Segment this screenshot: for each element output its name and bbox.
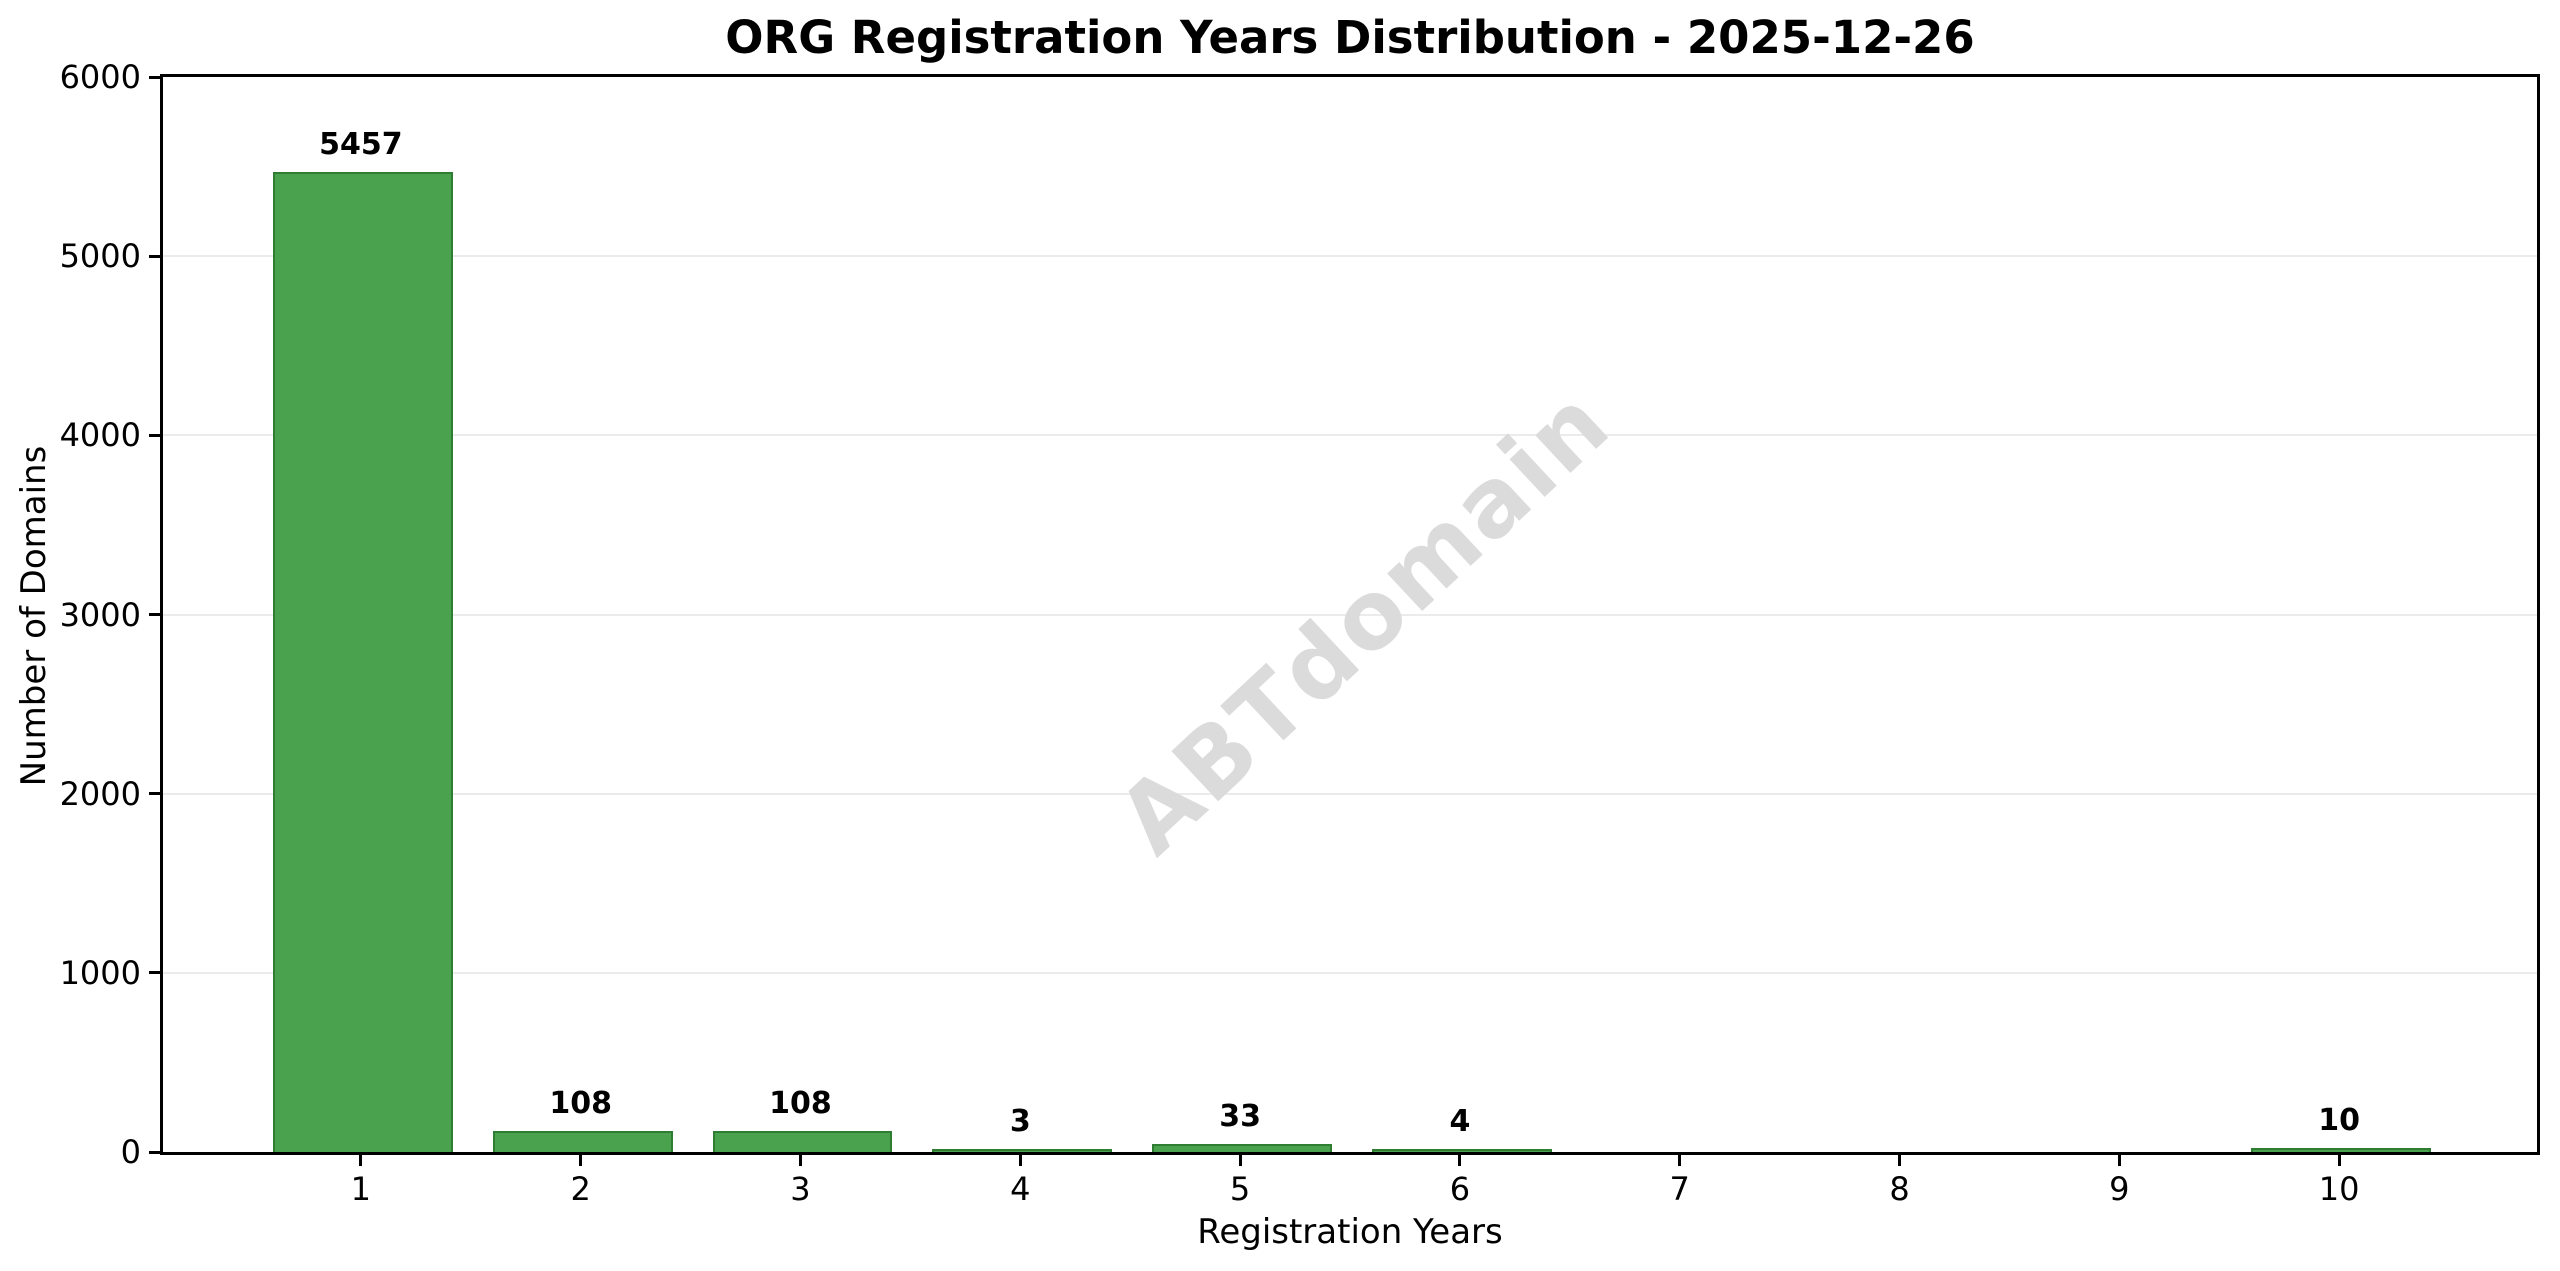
y-tick-label: 0	[120, 1133, 141, 1171]
x-tick-label: 6	[1449, 1170, 1471, 1208]
x-tick-mark	[2337, 1155, 2341, 1166]
gridline	[163, 613, 2537, 616]
x-axis-label: Registration Years	[1197, 1212, 1503, 1252]
x-tick-label: 4	[1010, 1170, 1031, 1208]
bar-year-2	[492, 1130, 673, 1152]
gridline	[163, 792, 2537, 795]
bar-value-label: 4	[1449, 1104, 1471, 1140]
y-tick-mark	[149, 971, 160, 975]
bar-year-4	[932, 1149, 1113, 1152]
x-tick-mark	[1458, 1155, 1462, 1166]
gridline	[163, 971, 2537, 974]
x-tick-label: 5	[1229, 1170, 1251, 1208]
y-tick-mark	[149, 254, 160, 258]
bar-year-1	[272, 172, 453, 1152]
x-tick-label: 2	[570, 1170, 591, 1208]
bar-value-label: 3	[1009, 1104, 1031, 1140]
y-tick-label: 4000	[59, 416, 141, 455]
bar-value-label: 108	[549, 1085, 612, 1121]
bar-value-label: 10	[2318, 1103, 2361, 1139]
gridline	[163, 434, 2537, 437]
y-tick-label: 2000	[59, 774, 141, 813]
y-tick-mark	[149, 792, 160, 796]
y-tick-mark	[149, 433, 160, 437]
y-tick-label: 5000	[59, 237, 141, 276]
x-tick-mark	[798, 1155, 802, 1166]
bar-value-label: 33	[1219, 1099, 1261, 1135]
y-tick-label: 3000	[59, 595, 141, 634]
bar-year-5	[1152, 1144, 1332, 1152]
x-tick-mark	[359, 1155, 363, 1166]
x-tick-mark	[2117, 1155, 2121, 1166]
x-tick-label: 10	[2318, 1170, 2360, 1208]
x-tick-label: 3	[790, 1170, 811, 1208]
bar-value-label: 108	[769, 1085, 832, 1121]
y-tick-mark	[149, 75, 160, 79]
y-tick-label: 6000	[59, 58, 141, 96]
x-tick-label: 9	[2109, 1170, 2130, 1208]
x-tick-mark	[1238, 1155, 1242, 1166]
x-tick-mark	[1678, 1155, 1682, 1166]
x-tick-mark	[1018, 1155, 1022, 1166]
y-tick-mark	[149, 613, 160, 616]
chart-title: ORG Registration Years Distribution - 20…	[725, 11, 1975, 64]
x-tick-label: 8	[1889, 1170, 1910, 1208]
x-tick-mark	[579, 1155, 583, 1166]
bar-year-3	[712, 1130, 893, 1152]
bar-year-6	[1371, 1149, 1552, 1152]
y-tick-mark	[149, 1150, 160, 1154]
bar-value-label: 5457	[319, 127, 403, 163]
y-tick-label: 1000	[59, 953, 141, 992]
x-tick-mark	[1898, 1155, 1902, 1166]
plot-area: 5457 108 108 3 33 4 10	[163, 77, 2537, 1152]
bar-year-10	[2251, 1148, 2432, 1152]
x-tick-label: 1	[350, 1170, 371, 1208]
gridline	[163, 255, 2537, 258]
x-tick-label: 7	[1669, 1170, 1690, 1208]
